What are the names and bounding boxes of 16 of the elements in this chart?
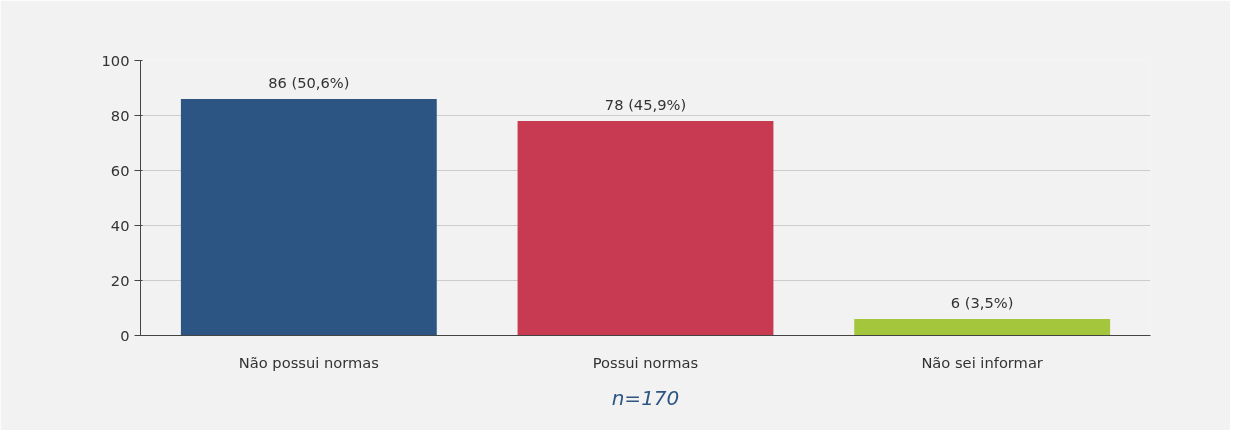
y-tick-label: 40: [110, 216, 130, 234]
bar: [180, 99, 437, 336]
y-tick-label: 100: [101, 51, 130, 69]
y-tick-label: 20: [110, 271, 130, 289]
y-tick-label: 80: [110, 106, 130, 124]
data-label: 86 (50,6%): [268, 74, 350, 91]
data-label: 6 (3,5%): [950, 294, 1014, 311]
x-tick-label: Não possui normas: [238, 353, 379, 371]
bar: [854, 319, 1111, 336]
text: n=170: [611, 385, 680, 410]
x-tick-label: Não sei informar: [921, 353, 1044, 371]
data-label: 78 (45,9%): [604, 96, 687, 113]
bar: [517, 121, 774, 336]
x-tick-label: Possui normas: [592, 353, 699, 371]
y-tick-label: 60: [110, 161, 130, 179]
y-tick-label: 0: [120, 326, 130, 344]
